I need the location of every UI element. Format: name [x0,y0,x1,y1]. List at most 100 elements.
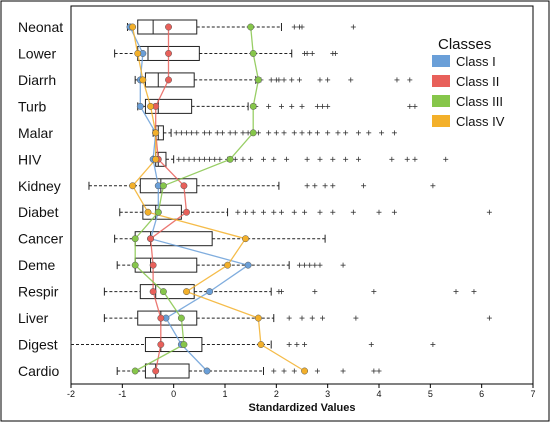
class-series [126,23,309,375]
category-label: Cancer [18,231,63,247]
class-i-line [129,26,250,372]
class-iii-point [249,129,257,137]
outlier-marker [302,262,308,268]
x-axis: -2 -1 0 1 2 3 4 5 6 7 [67,384,536,399]
outlier-marker [291,368,297,374]
outlier-marker [291,130,297,136]
outlier-marker [404,156,410,162]
outlier-marker [379,130,385,136]
class-iii-point [131,367,139,375]
outlier-marker [309,50,315,56]
x-tick-label: 5 [428,389,433,399]
class-iii-point [226,155,234,163]
outlier-marker [391,209,397,215]
class-ii-point [180,182,188,190]
outlier-marker [207,130,213,136]
legend-label: Class III [456,94,503,109]
outlier-marker [312,183,318,189]
outlier-marker [217,156,223,162]
x-axis-label: Standardized Values [249,402,356,414]
class-iv-point [152,155,160,163]
class-iii-point [159,182,167,190]
box-turb [137,98,418,114]
outlier-marker [486,209,492,215]
outlier-marker [278,209,284,215]
outlier-marker [430,183,436,189]
class-ii-point [149,288,157,296]
class-iii-point [131,235,139,243]
class-i-point [244,261,252,269]
outlier-marker [314,103,320,109]
outlier-marker [240,156,246,162]
outlier-marker [317,77,323,83]
outlier-marker [266,103,272,109]
outlier-marker [181,156,187,162]
legend-label: Class IV [456,114,505,129]
outlier-marker [389,156,395,162]
iqr-box [134,231,213,247]
iqr-box [139,178,198,194]
outlier-marker [248,156,254,162]
class-ii-point [183,208,190,216]
outlier-marker [343,156,349,162]
outlier-marker [407,77,413,83]
class-iv-point [129,182,137,190]
class-iii-point [131,261,139,269]
outlier-marker [307,262,313,268]
outlier-marker [443,156,449,162]
outlier-marker [299,103,305,109]
outlier-marker [278,289,284,295]
outlier-marker [271,209,277,215]
outlier-marker [184,130,189,136]
class-iii-point [254,76,262,84]
outlier-marker [212,156,218,162]
class-ii-point [165,76,172,84]
class-iii-point [154,208,162,216]
outlier-marker [368,342,374,348]
outlier-marker [304,50,310,56]
class-ii-point [157,341,165,348]
class-iv-point [224,261,232,269]
outlier-marker [412,103,418,109]
legend-label: Class I [456,54,496,69]
class-iv-line [131,26,305,372]
box-diabet [119,204,492,220]
legend-label: Class II [456,74,499,89]
x-tick-label: 3 [325,389,330,399]
outlier-marker [201,156,207,162]
x-tick-label: -2 [67,389,75,399]
outlier-marker [191,156,197,162]
outlier-marker [194,130,200,136]
outlier-marker [294,342,300,348]
outlier-marker [394,77,400,83]
outlier-marker [173,130,179,136]
outlier-marker [273,130,279,136]
class-iv-point [242,235,249,243]
class-i-point [203,367,211,375]
outlier-marker [291,209,297,215]
outlier-marker [291,24,297,30]
outlier-marker [261,156,266,162]
outlier-marker [268,77,274,83]
outlier-marker [312,289,318,295]
class-ii-point [165,23,172,31]
outlier-marker [353,315,359,321]
class-iv-point [257,341,265,348]
x-tick-label: 2 [274,389,279,399]
class-iv-point [301,367,309,375]
outlier-marker [276,77,282,83]
class-ii-point [152,367,160,375]
category-label: Malar [18,125,53,141]
outlier-marker [304,156,310,162]
outlier-marker [289,103,295,109]
outlier-marker [343,130,349,136]
outlier-marker [232,130,238,136]
category-label: Cardio [18,363,59,379]
outlier-marker [391,130,397,136]
outlier-marker [271,156,277,162]
outlier-marker [322,183,328,189]
outlier-marker [330,209,336,215]
category-label: Respir [18,284,59,300]
